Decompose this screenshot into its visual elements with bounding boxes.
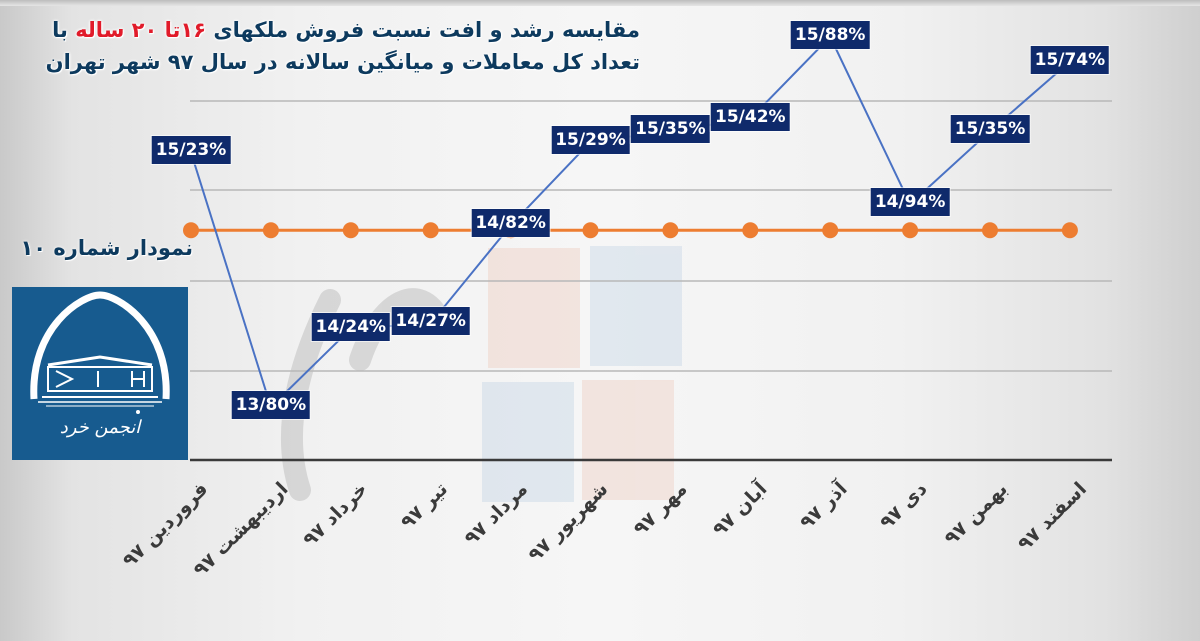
chart-title: مقایسه رشد و افت نسبت فروش ملکهای ۱۶تا ۲… — [0, 14, 640, 78]
average-marker — [742, 222, 759, 239]
average-marker — [262, 222, 279, 239]
data-label: 14/24% — [311, 312, 391, 341]
data-label: 15/74% — [1030, 45, 1110, 74]
top-border — [0, 0, 1200, 6]
average-marker — [1061, 222, 1078, 239]
average-marker — [582, 222, 599, 239]
title-line-1: مقایسه رشد و افت نسبت فروش ملکهای ۱۶تا ۲… — [0, 14, 640, 46]
title-line-2: تعداد کل معاملات و میانگین سالانه در سال… — [45, 50, 640, 74]
average-marker — [822, 222, 839, 239]
chart-number-label: نمودار شماره ۱۰ — [20, 236, 193, 260]
data-label: 15/23% — [151, 136, 231, 165]
data-label: 15/88% — [790, 20, 870, 49]
gridlines — [190, 100, 1112, 462]
average-marker — [662, 222, 679, 239]
average-marker — [342, 222, 359, 239]
data-label: 14/82% — [471, 209, 550, 238]
title-text-end: با — [52, 18, 76, 42]
average-marker — [183, 222, 199, 239]
title-highlight: ۱۶تا ۲۰ ساله — [75, 18, 207, 42]
average-marker — [902, 222, 919, 239]
data-label: 13/80% — [231, 391, 311, 419]
average-marker — [422, 222, 439, 239]
building-arch-logo-icon — [30, 291, 170, 414]
data-label: 14/27% — [391, 307, 470, 336]
data-label: 14/94% — [870, 188, 950, 217]
title-text: مقایسه رشد و افت نسبت فروش ملکهای — [206, 18, 640, 42]
logo: انجمن خرد — [12, 287, 188, 460]
average-marker — [982, 222, 998, 239]
data-label: 15/29% — [551, 125, 630, 154]
data-label: 15/35% — [631, 115, 710, 144]
watermark — [280, 246, 682, 502]
data-label: 15/42% — [711, 102, 790, 131]
data-label: 15/35% — [950, 115, 1030, 144]
average-line — [183, 222, 1078, 239]
logo-caption: انجمن خرد — [59, 417, 141, 438]
